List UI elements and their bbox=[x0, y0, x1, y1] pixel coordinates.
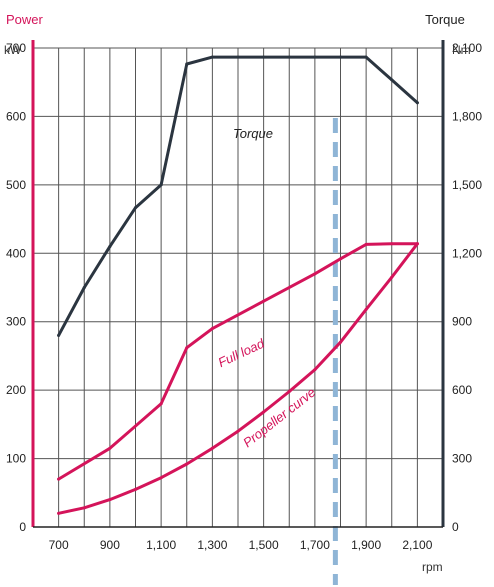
torque-point bbox=[185, 62, 189, 66]
full-load-point bbox=[159, 402, 163, 406]
full-load-point bbox=[390, 242, 394, 246]
y-left-tick-label: 600 bbox=[6, 109, 26, 123]
y-left-tick-label: 400 bbox=[6, 246, 26, 260]
labels-layer: Power Torque kW Nm rpm Torque Full load … bbox=[4, 12, 471, 574]
propeller-curve-point bbox=[236, 429, 240, 433]
torque-point bbox=[82, 286, 86, 289]
y-left-tick-label: 200 bbox=[6, 383, 26, 397]
propeller-curve-point bbox=[262, 410, 266, 414]
y-right-tick-label: 1,800 bbox=[452, 109, 482, 123]
propeller-curve-point bbox=[313, 368, 317, 372]
torque-point bbox=[390, 78, 394, 82]
torque-point bbox=[364, 55, 368, 59]
full-load-point bbox=[210, 327, 214, 331]
series-layer bbox=[57, 55, 419, 515]
y-left-tick-label: 100 bbox=[6, 452, 26, 466]
y-right-tick-label: 2,100 bbox=[452, 41, 482, 55]
torque-point bbox=[236, 55, 240, 59]
x-tick-label: 1,500 bbox=[249, 538, 279, 552]
y-left-tick-label: 300 bbox=[6, 315, 26, 329]
torque-point bbox=[339, 55, 342, 59]
y-left-tick-label: 0 bbox=[19, 520, 26, 534]
x-tick-label: 1,900 bbox=[351, 538, 381, 552]
x-tick-label: 900 bbox=[100, 538, 120, 552]
full-load-annotation: Full load bbox=[216, 335, 268, 370]
left-axis-title: Power bbox=[6, 12, 44, 27]
y-right-tick-label: 0 bbox=[452, 520, 459, 534]
x-unit-label: rpm bbox=[422, 560, 443, 574]
propeller-curve-point bbox=[134, 487, 137, 491]
x-tick-label: 700 bbox=[49, 538, 69, 552]
torque-point bbox=[262, 55, 266, 59]
torque-point bbox=[287, 55, 291, 59]
torque-point bbox=[415, 101, 419, 105]
right-axis-title: Torque bbox=[425, 12, 465, 27]
full-load-point bbox=[339, 257, 342, 261]
torque-point bbox=[210, 55, 214, 59]
torque-annotation: Torque bbox=[233, 126, 273, 141]
x-tick-label: 2,100 bbox=[402, 538, 432, 552]
propeller-curve-point bbox=[339, 340, 342, 344]
torque-point bbox=[57, 333, 61, 337]
grid-layer bbox=[33, 47, 443, 527]
full-load-point bbox=[185, 346, 189, 350]
full-load-point bbox=[313, 272, 317, 276]
left-unit-label: kW bbox=[4, 43, 22, 57]
propeller-curve-point bbox=[287, 390, 291, 394]
x-tick-label: 1,300 bbox=[197, 538, 227, 552]
y-right-tick-label: 600 bbox=[452, 383, 472, 397]
full-load-point bbox=[57, 477, 61, 481]
y-left-tick-label: 700 bbox=[6, 41, 26, 55]
x-tick-label: 1,700 bbox=[300, 538, 330, 552]
full-load-point bbox=[108, 446, 112, 450]
propeller-curve-point bbox=[82, 506, 86, 510]
torque-point bbox=[134, 206, 137, 210]
y-right-tick-label: 900 bbox=[452, 315, 472, 329]
propeller-curve-point bbox=[108, 498, 112, 502]
x-tick-label: 1,100 bbox=[146, 538, 176, 552]
axes-layer: 0 100 200 300 400 500 600 700 0 300 600 900 1,200 1,5… bbox=[6, 40, 482, 552]
full-load-point bbox=[364, 242, 368, 246]
y-right-tick-label: 1,200 bbox=[452, 246, 482, 260]
propeller-curve-point bbox=[159, 476, 163, 480]
propeller-curve-point bbox=[390, 275, 394, 279]
y-left-tick-label: 500 bbox=[6, 178, 26, 192]
propeller-curve-point bbox=[185, 462, 189, 466]
propeller-curve-point bbox=[57, 511, 61, 515]
y-right-tick-label: 300 bbox=[452, 452, 472, 466]
full-load-point bbox=[262, 299, 266, 303]
y-right-tick-label: 1,500 bbox=[452, 178, 482, 192]
torque-point bbox=[313, 55, 317, 59]
right-unit-label: Nm bbox=[452, 43, 471, 57]
propeller-curve-point bbox=[210, 446, 214, 450]
propeller-curve-point bbox=[364, 307, 368, 311]
torque-point bbox=[108, 244, 112, 248]
propeller-curve-point bbox=[415, 242, 419, 246]
torque-point bbox=[159, 183, 163, 187]
propeller-curve-annotation: Propeller curve bbox=[240, 385, 318, 451]
